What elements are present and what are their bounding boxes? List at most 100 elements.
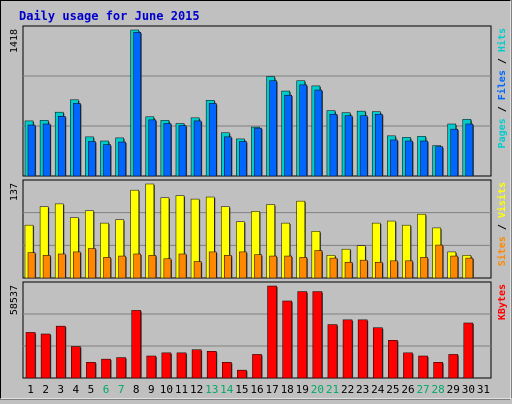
bar-sites-day-23: [359, 259, 368, 279]
bar-kbytes-day-15: [237, 369, 247, 379]
legend-separator: /: [497, 100, 508, 118]
bar-files-day-8: [133, 32, 142, 177]
day-label: 27: [416, 383, 429, 396]
bar-sites-day-10: [163, 258, 172, 279]
bar-kbytes-day-13: [206, 351, 217, 379]
legend-entry-kbytes: KBytes: [497, 284, 508, 320]
bar-kbytes-day-18: [282, 300, 292, 379]
bar-files-day-19: [299, 84, 308, 177]
legend-entry-pages: Pages: [497, 118, 508, 148]
legend-separator: /: [497, 218, 508, 236]
day-label: 6: [103, 383, 110, 396]
day-label: 18: [281, 383, 294, 396]
bar-files-day-1: [27, 124, 36, 177]
day-label: 31: [477, 383, 490, 396]
day-label: 22: [341, 383, 354, 396]
bar-files-day-17: [269, 80, 277, 177]
bar-kbytes-day-17: [267, 285, 277, 379]
day-label: 23: [356, 383, 369, 396]
bar-kbytes-day-9: [146, 355, 157, 379]
bar-sites-day-26: [405, 260, 413, 279]
day-label: 14: [220, 383, 234, 396]
bar-sites-day-22: [344, 261, 353, 279]
bar-kbytes-day-2: [40, 333, 51, 379]
bar-sites-day-28: [435, 244, 443, 279]
day-label: 4: [73, 383, 80, 396]
bar-files-day-6: [103, 144, 111, 177]
day-label: 5: [88, 383, 95, 396]
bar-kbytes-day-6: [101, 358, 111, 379]
bar-files-day-13: [208, 103, 217, 177]
bar-kbytes-day-22: [342, 319, 353, 379]
legend: Pages / Files / Hits: [496, 28, 508, 148]
y-axis-max-label: 137: [9, 183, 20, 201]
day-label: 15: [235, 383, 248, 396]
day-label: 16: [250, 383, 263, 396]
legend-entry-visits: Visits: [496, 182, 508, 218]
bar-sites-day-1: [27, 252, 36, 279]
bar-files-day-26: [405, 140, 413, 177]
day-label: 21: [326, 383, 339, 396]
bar-kbytes-day-7: [116, 357, 126, 379]
bar-kbytes-day-16: [252, 354, 262, 379]
panel-hits-files-pages: 1418 Pages / Files / Hits: [9, 25, 508, 177]
day-label: 19: [296, 383, 309, 396]
bar-kbytes-day-21: [327, 324, 338, 379]
day-label: 12: [190, 383, 203, 396]
bar-sites-day-3: [57, 253, 66, 279]
day-label: 28: [432, 383, 445, 396]
bar-kbytes-day-29: [448, 354, 459, 379]
bar-sites-day-19: [299, 257, 308, 279]
bar-kbytes-day-23: [357, 319, 368, 379]
bar-sites-day-20: [314, 250, 323, 279]
bar-kbytes-day-14: [222, 362, 232, 379]
bar-sites-day-16: [254, 254, 262, 279]
bar-kbytes-day-26: [403, 352, 413, 379]
panel-visits-sites: 137 Sites / Visits: [9, 179, 508, 279]
day-label: 3: [57, 383, 64, 396]
day-label: 17: [265, 383, 278, 396]
panels-layer: 1418 Pages / Files / Hits 137 Sites / Visit…: [9, 25, 508, 379]
bar-sites-day-5: [88, 248, 96, 279]
bar-files-day-28: [435, 146, 443, 177]
bar-sites-day-11: [178, 253, 187, 279]
bar-files-day-25: [390, 139, 398, 177]
bar-files-day-4: [73, 103, 81, 177]
day-label: 26: [401, 383, 414, 396]
bar-sites-day-13: [208, 251, 217, 279]
day-label: 10: [160, 383, 173, 396]
bar-files-day-14: [224, 136, 232, 177]
bar-kbytes-day-27: [418, 355, 428, 379]
bar-kbytes-day-3: [55, 325, 66, 379]
bar-files-day-5: [88, 141, 96, 177]
bar-files-day-10: [163, 123, 172, 177]
bar-kbytes-day-19: [297, 291, 308, 379]
bar-sites-day-29: [450, 255, 459, 279]
bar-kbytes-day-1: [25, 332, 36, 379]
bar-sites-day-21: [329, 257, 338, 279]
bar-files-day-22: [344, 115, 353, 177]
legend-entry-files: Files: [496, 70, 508, 100]
bar-files-day-24: [374, 113, 383, 177]
bar-files-day-2: [42, 123, 51, 177]
bar-sites-day-6: [103, 257, 111, 279]
bar-files-day-3: [57, 116, 66, 177]
day-label: 2: [42, 383, 49, 396]
bar-files-day-12: [193, 120, 202, 177]
bar-sites-day-2: [42, 255, 51, 279]
bar-files-day-18: [284, 94, 292, 177]
bar-kbytes-day-28: [433, 362, 443, 379]
day-label: 11: [175, 383, 188, 396]
bar-files-day-9: [148, 119, 157, 177]
bar-kbytes-day-8: [131, 310, 142, 379]
day-label: 9: [148, 383, 155, 396]
legend-separator: /: [497, 52, 508, 70]
bar-kbytes-day-30: [463, 322, 474, 379]
bar-kbytes-day-10: [161, 352, 172, 379]
bar-sites-day-15: [239, 251, 247, 279]
bar-kbytes-day-11: [176, 352, 187, 379]
bar-files-day-16: [254, 127, 262, 177]
bar-sites-day-17: [269, 255, 277, 279]
legend-entry-sites: Sites: [496, 236, 508, 266]
